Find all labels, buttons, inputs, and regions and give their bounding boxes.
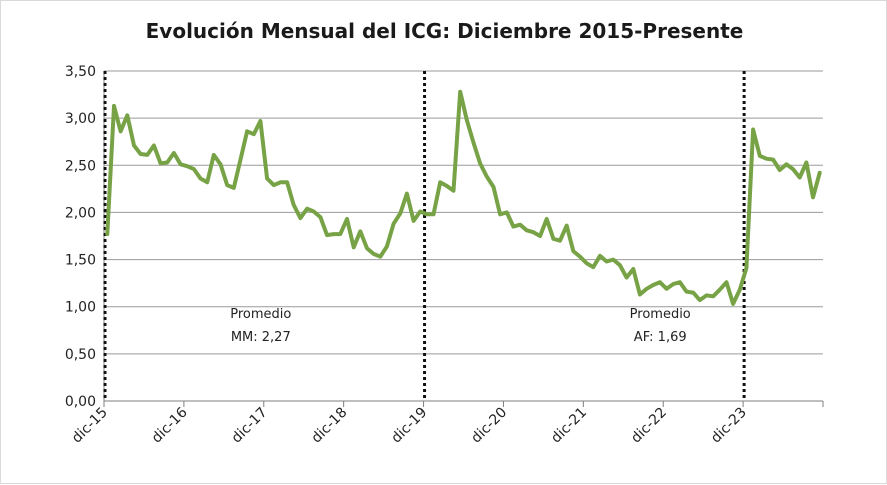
y-tick-label: 3,50 xyxy=(65,64,96,80)
annotations: Promedio MM: 2,27 Promedio AF: 1,69 xyxy=(230,307,691,345)
annotation-label: Promedio xyxy=(630,307,691,322)
x-tick-label: dic-19 xyxy=(388,405,430,447)
x-tick-label: dic-22 xyxy=(628,405,670,447)
y-tick-label: 1,00 xyxy=(65,300,96,316)
y-tick-label: 1,50 xyxy=(65,253,96,269)
x-tick-label: dic-15 xyxy=(69,405,111,447)
x-tick-label: dic-20 xyxy=(468,405,510,447)
gridlines xyxy=(104,70,823,355)
period-dividers xyxy=(103,71,746,401)
x-axis-ticks: dic-15 dic-16 dic-17 dic-18 dic-19 dic-20 dic-… xyxy=(69,401,824,447)
y-tick-label: 3,00 xyxy=(65,111,96,127)
axes xyxy=(103,71,823,402)
x-tick-label: dic-17 xyxy=(229,405,271,447)
y-tick-label: 0,00 xyxy=(65,394,96,410)
x-tick-label: dic-18 xyxy=(309,405,351,447)
series-line-icg xyxy=(105,89,822,306)
x-tick-label: dic-23 xyxy=(708,405,750,447)
annotation-value: AF: 1,69 xyxy=(634,330,687,345)
y-tick-label: 0,50 xyxy=(65,347,96,363)
annotation-value: MM: 2,27 xyxy=(231,330,291,345)
annotation-label: Promedio xyxy=(230,307,291,322)
y-tick-label: 2,00 xyxy=(65,205,96,221)
y-tick-label: 2,50 xyxy=(65,158,96,174)
x-tick-label: dic-21 xyxy=(548,405,590,447)
series-layer xyxy=(105,89,822,306)
chart-title: Evolución Mensual del ICG: Diciembre 201… xyxy=(145,19,744,43)
y-axis-ticks: 0,00 0,50 1,00 1,50 2,00 2,50 3,00 3,50 xyxy=(65,64,96,410)
x-tick-label: dic-16 xyxy=(149,404,191,446)
